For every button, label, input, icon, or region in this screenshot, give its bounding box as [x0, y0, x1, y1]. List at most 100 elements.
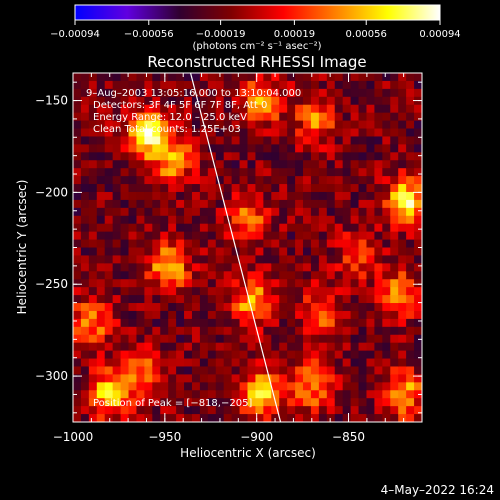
heatmap-cell — [136, 152, 145, 161]
heatmap-cell — [255, 112, 264, 122]
heatmap-cell — [350, 168, 360, 177]
heatmap-cell — [120, 366, 130, 376]
heatmap-cell — [73, 398, 82, 407]
heatmap-cell — [215, 168, 225, 177]
heatmap-cell — [96, 398, 106, 407]
heatmap-cell — [223, 350, 233, 360]
heatmap-cell — [191, 168, 201, 177]
heatmap-cell — [223, 287, 233, 296]
heatmap-cell — [326, 152, 336, 161]
heatmap-cell — [279, 247, 288, 257]
heatmap-cell — [120, 255, 130, 264]
heatmap-cell — [318, 247, 328, 257]
heatmap-cell — [366, 342, 376, 352]
heatmap-cell — [310, 350, 320, 360]
heatmap-cell — [271, 160, 280, 169]
heatmap-cell — [136, 406, 145, 415]
heatmap-cell — [390, 191, 399, 201]
heatmap-cell — [231, 73, 241, 82]
heatmap-cell — [406, 120, 415, 130]
heatmap-cell — [207, 358, 217, 368]
heatmap-cell — [96, 366, 106, 376]
heatmap-cell — [366, 176, 376, 185]
heatmap-cell — [398, 374, 407, 383]
heatmap-cell — [366, 184, 376, 193]
heatmap-cell — [398, 334, 407, 344]
heatmap-cell — [350, 406, 360, 415]
heatmap-cell — [73, 112, 82, 122]
heatmap-cell — [398, 73, 407, 82]
heatmap-cell — [310, 215, 320, 225]
heatmap-cell — [390, 366, 399, 376]
heatmap-cell — [255, 88, 264, 98]
heatmap-cell — [239, 160, 249, 169]
heatmap-cell — [191, 374, 201, 383]
heatmap-cell — [247, 239, 257, 249]
heatmap-cell — [120, 358, 130, 368]
heatmap-cell — [414, 263, 422, 272]
heatmap-cell — [152, 350, 161, 360]
heatmap-cell — [326, 199, 336, 209]
heatmap-cell — [176, 390, 185, 399]
heatmap-cell — [303, 231, 312, 241]
heatmap-cell — [136, 207, 145, 217]
heatmap-cell — [390, 271, 399, 280]
heatmap-cell — [152, 366, 161, 376]
heatmap-cell — [334, 136, 344, 145]
heatmap-cell — [104, 112, 114, 122]
heatmap-cell — [152, 247, 161, 257]
heatmap-cell — [247, 191, 257, 201]
heatmap-cell — [279, 263, 288, 272]
heatmap-cell — [207, 247, 217, 257]
heatmap-cell — [152, 263, 161, 272]
heatmap-cell — [191, 287, 201, 296]
heatmap-cell — [271, 414, 280, 422]
heatmap-cell — [207, 191, 217, 201]
heatmap-cell — [255, 247, 264, 257]
heatmap-cell — [223, 414, 233, 422]
heatmap-cell — [398, 96, 407, 106]
heatmap-cell — [358, 263, 368, 272]
heatmap-cell — [73, 160, 82, 169]
heatmap-cell — [390, 184, 399, 193]
heatmap-cell — [358, 152, 368, 161]
heatmap-cell — [112, 263, 122, 272]
heatmap-cell — [382, 398, 391, 407]
heatmap-cell — [88, 191, 98, 201]
heatmap-cell — [366, 88, 376, 98]
heatmap-cell — [366, 398, 376, 407]
heatmap-cell — [184, 168, 193, 177]
x-tick-label: −1000 — [53, 430, 94, 444]
heatmap-cell — [223, 96, 233, 106]
heatmap-cell — [350, 366, 360, 376]
heatmap-cell — [128, 231, 138, 241]
heatmap-cell — [358, 287, 368, 296]
heatmap-cell — [160, 199, 169, 209]
heatmap-cell — [382, 199, 391, 209]
heatmap-cell — [287, 231, 296, 241]
heatmap-cell — [374, 271, 383, 280]
heatmap-cell — [144, 184, 153, 193]
heatmap-cell — [247, 358, 257, 368]
heatmap-cell — [199, 358, 209, 368]
heatmap-cell — [310, 96, 320, 106]
heatmap-cell — [191, 390, 201, 399]
heatmap-cell — [271, 406, 280, 415]
heatmap-cell — [231, 223, 241, 233]
heatmap-cell — [207, 382, 217, 391]
heatmap-cell — [366, 168, 376, 177]
heatmap-cell — [390, 382, 399, 391]
heatmap-cell — [136, 310, 145, 320]
heatmap-cell — [342, 263, 352, 272]
heatmap-cell — [382, 88, 391, 98]
heatmap-cell — [398, 303, 407, 312]
heatmap-cell — [199, 406, 209, 415]
heatmap-cell — [207, 342, 217, 352]
heatmap-cell — [136, 160, 145, 169]
heatmap-cell — [279, 73, 288, 82]
heatmap-cell — [406, 231, 415, 241]
heatmap-cell — [303, 199, 312, 209]
heatmap-cell — [318, 184, 328, 193]
heatmap-cell — [271, 239, 280, 249]
heatmap-cell — [271, 310, 280, 320]
